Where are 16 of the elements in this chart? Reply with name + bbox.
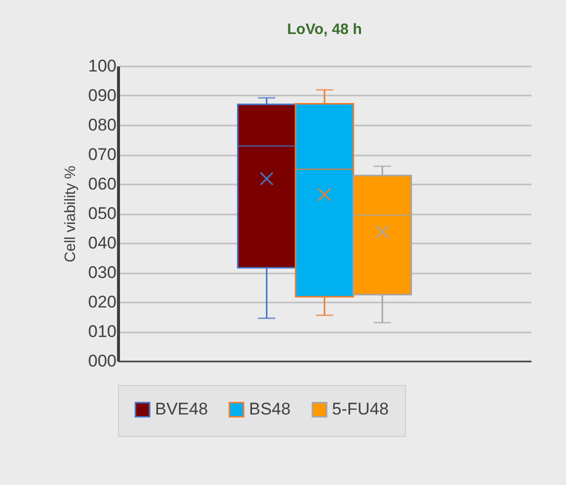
y-tick-label: 090 [88,86,116,105]
y-tick-label: 040 [88,234,116,252]
y-tick-label: 010 [88,322,116,341]
y-tick-label: 050 [88,204,116,223]
y-tick-label: 070 [88,145,116,164]
legend-label: 5-FU48 [332,400,389,419]
y-tick-label: 080 [88,116,116,134]
chart-title: LoVo, 48 h [287,21,362,38]
y-tick-label: 020 [88,292,116,312]
y-tick-label: 100 [88,56,116,76]
legend-label: BVE48 [155,400,208,419]
y-tick-label: 060 [88,174,116,194]
y-axis-title: Cell viability % [62,166,80,262]
legend-label: BS48 [249,400,291,419]
y-tick-label: 000 [88,352,116,370]
y-tick-label: 030 [88,263,116,282]
